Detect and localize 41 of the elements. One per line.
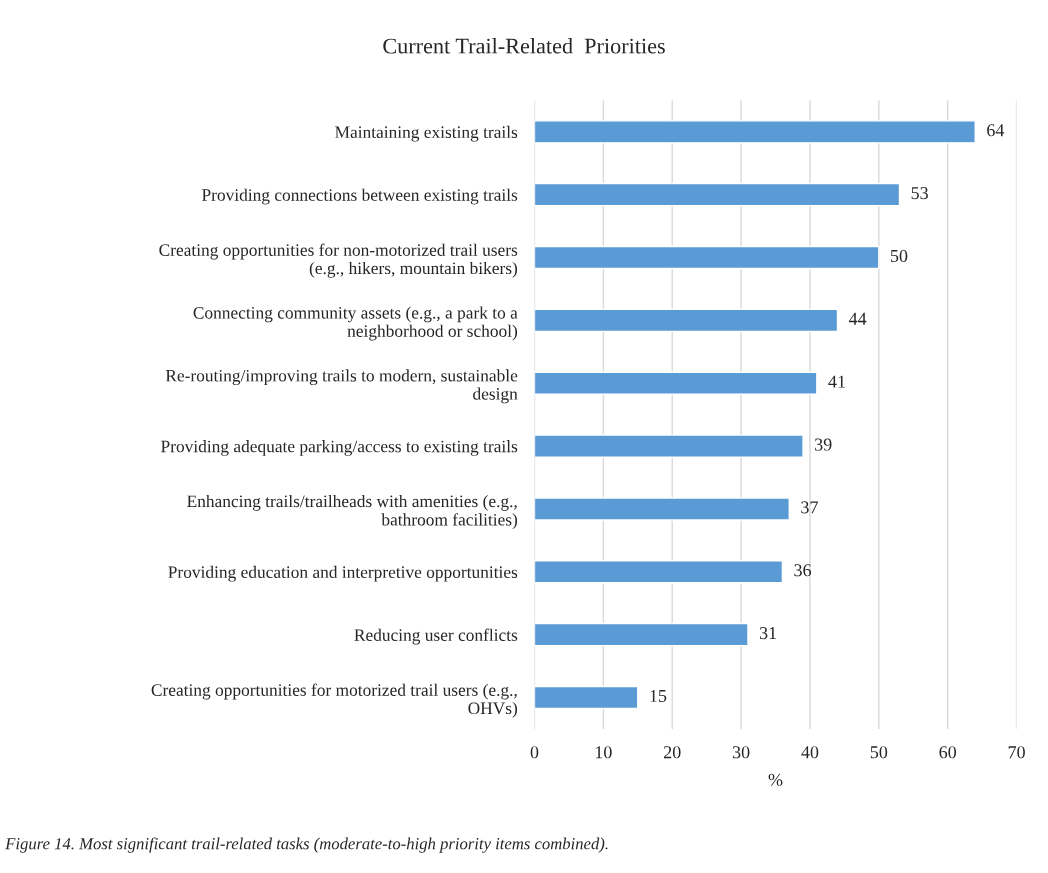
- y-tick-label: Providing connections between existing trails: [202, 188, 518, 205]
- bar: [534, 245, 880, 270]
- y-tick-label: Reducing user conflicts: [354, 628, 518, 645]
- x-tick-label: 40: [801, 746, 819, 759]
- x-tick-label: 30: [732, 746, 750, 759]
- bar: [534, 622, 749, 647]
- x-axis-title: %: [768, 773, 783, 786]
- data-label: 53: [911, 187, 928, 200]
- chart-title: Current Trail-Related Priorities: [383, 37, 665, 54]
- data-label: 15: [650, 689, 667, 703]
- y-tick-label: Providing education and interpretive opportunities: [168, 565, 518, 582]
- y-tick-label: Connecting community assets (e.g., a park to a neighborhood or school): [193, 306, 518, 341]
- data-label: 44: [848, 312, 867, 325]
- y-tick-label: Creating opportunities for motorized trail users (e.g., OHVs): [151, 683, 518, 718]
- data-label: 50: [890, 249, 908, 263]
- data-label: 64: [987, 124, 1005, 137]
- y-tick-label: Creating opportunities for non-motorized trail users (e.g., hikers, mountain bikers): [159, 243, 518, 278]
- y-tick-label: Re-routing/improving trails to modern, sustainable design: [165, 369, 518, 404]
- data-label: 37: [801, 501, 818, 514]
- x-tick-label: 70: [1008, 746, 1025, 759]
- bar: [534, 120, 976, 144]
- y-tick-label: Providing adequate parking/access to existing trails: [161, 440, 518, 456]
- data-label: 31: [759, 627, 777, 640]
- bar: [534, 434, 804, 458]
- bar: [534, 685, 639, 710]
- bar: [534, 560, 784, 584]
- bar: [534, 371, 818, 395]
- data-label: 39: [815, 438, 832, 451]
- x-tick-label: 50: [870, 746, 888, 759]
- bar: [534, 182, 901, 207]
- data-label: 36: [794, 564, 812, 577]
- bar: [534, 308, 839, 333]
- data-label: 41: [828, 375, 845, 388]
- x-tick-label: 10: [595, 746, 612, 759]
- x-tick-label: 0: [530, 746, 539, 759]
- x-tick-label: 20: [663, 746, 681, 759]
- y-tick-label: Enhancing trails/trailheads with amenities (e.g., bathroom facilities): [187, 494, 518, 530]
- y-tick-label: Maintaining existing trails: [335, 125, 518, 142]
- caption: Figure 14. Most significant trail-related tasks (moderate-to-high priority items combined).: [5, 837, 608, 853]
- bar: [534, 497, 790, 521]
- x-tick-label: 60: [939, 746, 957, 759]
